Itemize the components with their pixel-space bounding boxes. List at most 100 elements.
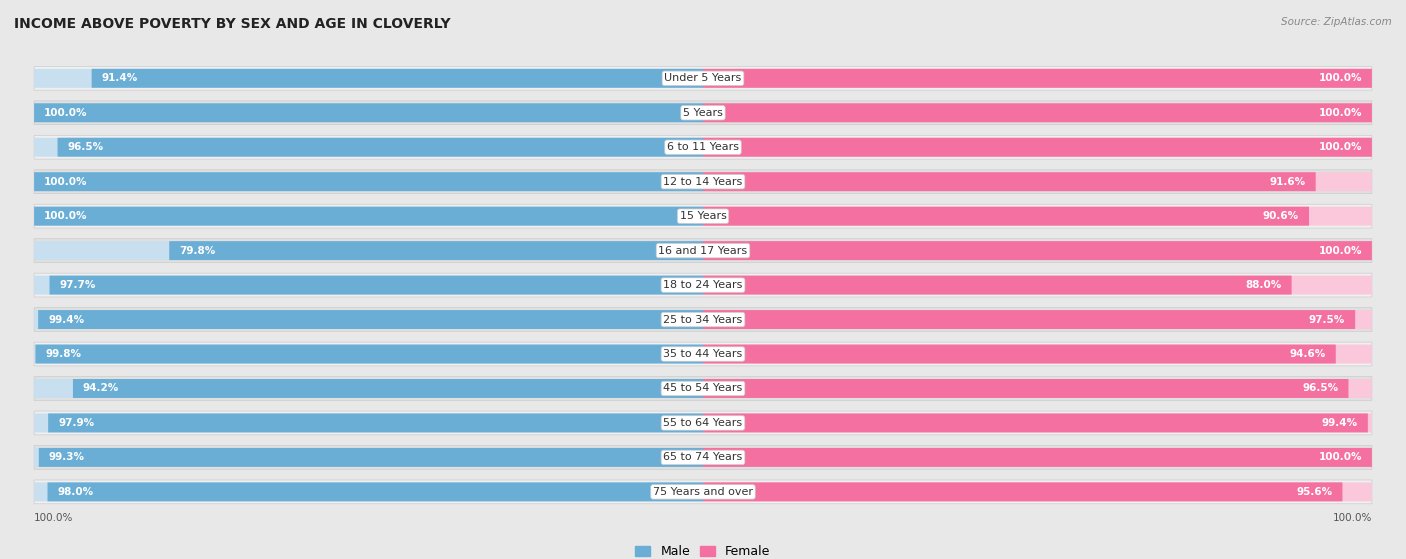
Text: 96.5%: 96.5% [1302,383,1339,394]
FancyBboxPatch shape [703,69,1372,88]
Text: 99.3%: 99.3% [49,452,84,462]
FancyBboxPatch shape [703,276,1372,295]
FancyBboxPatch shape [34,172,703,191]
Text: 97.7%: 97.7% [59,280,96,290]
FancyBboxPatch shape [703,448,1372,467]
Text: 95.6%: 95.6% [1296,487,1333,497]
FancyBboxPatch shape [39,448,703,467]
FancyBboxPatch shape [73,379,703,398]
Text: 99.4%: 99.4% [1322,418,1358,428]
FancyBboxPatch shape [34,241,703,260]
FancyBboxPatch shape [703,241,1372,260]
Text: 100.0%: 100.0% [1319,245,1362,255]
Text: 6 to 11 Years: 6 to 11 Years [666,142,740,152]
FancyBboxPatch shape [58,138,703,157]
Text: 100.0%: 100.0% [1319,73,1362,83]
Text: 79.8%: 79.8% [180,245,215,255]
FancyBboxPatch shape [35,344,703,363]
FancyBboxPatch shape [34,411,1372,435]
FancyBboxPatch shape [34,67,1372,90]
FancyBboxPatch shape [169,241,703,260]
FancyBboxPatch shape [703,207,1309,226]
FancyBboxPatch shape [34,377,1372,400]
FancyBboxPatch shape [34,103,703,122]
Text: 15 Years: 15 Years [679,211,727,221]
FancyBboxPatch shape [703,172,1316,191]
Text: 100.0%: 100.0% [1319,142,1362,152]
Text: 18 to 24 Years: 18 to 24 Years [664,280,742,290]
FancyBboxPatch shape [703,241,1372,260]
FancyBboxPatch shape [703,379,1348,398]
FancyBboxPatch shape [34,69,703,88]
FancyBboxPatch shape [34,207,703,226]
Text: 100.0%: 100.0% [44,211,87,221]
FancyBboxPatch shape [703,276,1292,295]
Text: 35 to 44 Years: 35 to 44 Years [664,349,742,359]
Text: 90.6%: 90.6% [1263,211,1299,221]
FancyBboxPatch shape [49,276,703,295]
FancyBboxPatch shape [34,239,1372,263]
FancyBboxPatch shape [703,482,1372,501]
Text: 100.0%: 100.0% [1319,452,1362,462]
Legend: Male, Female: Male, Female [630,540,776,559]
FancyBboxPatch shape [703,103,1372,122]
FancyBboxPatch shape [34,342,1372,366]
FancyBboxPatch shape [703,207,1372,226]
FancyBboxPatch shape [703,448,1372,467]
FancyBboxPatch shape [703,310,1372,329]
FancyBboxPatch shape [703,310,1355,329]
Text: 100.0%: 100.0% [1333,513,1372,523]
Text: 100.0%: 100.0% [44,177,87,187]
FancyBboxPatch shape [34,480,1372,504]
Text: 97.9%: 97.9% [58,418,94,428]
FancyBboxPatch shape [34,273,1372,297]
FancyBboxPatch shape [703,103,1372,122]
FancyBboxPatch shape [34,207,703,226]
Text: 12 to 14 Years: 12 to 14 Years [664,177,742,187]
Text: 94.6%: 94.6% [1289,349,1326,359]
FancyBboxPatch shape [703,138,1372,157]
Text: 25 to 34 Years: 25 to 34 Years [664,315,742,325]
FancyBboxPatch shape [48,414,703,433]
FancyBboxPatch shape [34,344,703,363]
Text: 94.2%: 94.2% [83,383,120,394]
Text: 98.0%: 98.0% [58,487,94,497]
FancyBboxPatch shape [38,310,703,329]
Text: 100.0%: 100.0% [34,513,73,523]
Text: 65 to 74 Years: 65 to 74 Years [664,452,742,462]
FancyBboxPatch shape [34,204,1372,228]
FancyBboxPatch shape [703,414,1372,433]
Text: 100.0%: 100.0% [44,108,87,118]
FancyBboxPatch shape [34,446,1372,470]
Text: Under 5 Years: Under 5 Years [665,73,741,83]
FancyBboxPatch shape [34,138,703,157]
Text: 100.0%: 100.0% [1319,108,1362,118]
FancyBboxPatch shape [703,172,1372,191]
FancyBboxPatch shape [34,448,703,467]
FancyBboxPatch shape [703,414,1368,433]
FancyBboxPatch shape [34,414,703,433]
FancyBboxPatch shape [34,101,1372,125]
FancyBboxPatch shape [34,135,1372,159]
FancyBboxPatch shape [48,482,703,501]
FancyBboxPatch shape [34,103,703,122]
FancyBboxPatch shape [703,482,1343,501]
Text: Source: ZipAtlas.com: Source: ZipAtlas.com [1281,17,1392,27]
Text: 91.4%: 91.4% [101,73,138,83]
FancyBboxPatch shape [703,379,1372,398]
Text: 75 Years and over: 75 Years and over [652,487,754,497]
Text: 99.8%: 99.8% [45,349,82,359]
Text: 45 to 54 Years: 45 to 54 Years [664,383,742,394]
FancyBboxPatch shape [703,138,1372,157]
Text: 99.4%: 99.4% [48,315,84,325]
FancyBboxPatch shape [91,69,703,88]
FancyBboxPatch shape [34,307,1372,331]
Text: 88.0%: 88.0% [1246,280,1282,290]
Text: 16 and 17 Years: 16 and 17 Years [658,245,748,255]
Text: 97.5%: 97.5% [1309,315,1346,325]
FancyBboxPatch shape [34,172,703,191]
FancyBboxPatch shape [703,344,1336,363]
FancyBboxPatch shape [34,276,703,295]
Text: 96.5%: 96.5% [67,142,104,152]
Text: INCOME ABOVE POVERTY BY SEX AND AGE IN CLOVERLY: INCOME ABOVE POVERTY BY SEX AND AGE IN C… [14,17,451,31]
